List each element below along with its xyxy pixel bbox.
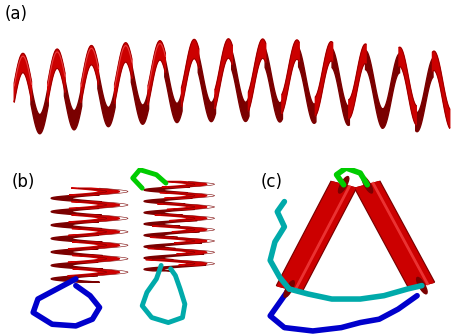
Polygon shape (432, 51, 450, 128)
Polygon shape (64, 77, 82, 130)
Polygon shape (51, 276, 100, 282)
Polygon shape (68, 242, 119, 249)
Polygon shape (349, 44, 366, 119)
Polygon shape (215, 39, 232, 109)
Polygon shape (144, 232, 200, 237)
Polygon shape (144, 198, 192, 204)
Polygon shape (69, 202, 119, 208)
Polygon shape (115, 43, 132, 103)
Polygon shape (160, 193, 207, 198)
Polygon shape (157, 204, 207, 209)
Polygon shape (31, 85, 48, 134)
Polygon shape (332, 48, 349, 125)
Polygon shape (51, 195, 101, 202)
Polygon shape (69, 188, 119, 195)
Polygon shape (365, 50, 383, 128)
Polygon shape (162, 181, 207, 187)
Polygon shape (144, 187, 190, 193)
Polygon shape (51, 262, 103, 269)
Polygon shape (232, 50, 249, 122)
Polygon shape (198, 53, 216, 122)
Polygon shape (276, 181, 356, 292)
Polygon shape (144, 254, 204, 260)
Ellipse shape (362, 177, 373, 193)
Polygon shape (144, 209, 195, 215)
Polygon shape (399, 47, 416, 125)
Polygon shape (68, 255, 119, 262)
Polygon shape (148, 248, 207, 254)
Ellipse shape (284, 281, 294, 297)
Polygon shape (69, 215, 119, 222)
Polygon shape (248, 39, 266, 111)
Polygon shape (131, 63, 149, 124)
Polygon shape (315, 42, 333, 116)
Polygon shape (51, 235, 102, 242)
Polygon shape (148, 41, 165, 105)
Polygon shape (144, 220, 197, 226)
Polygon shape (182, 39, 199, 107)
Polygon shape (416, 58, 433, 132)
Polygon shape (51, 208, 102, 215)
Text: (a): (a) (5, 5, 28, 23)
Polygon shape (150, 237, 207, 243)
Polygon shape (98, 70, 115, 127)
Polygon shape (51, 222, 102, 229)
Polygon shape (152, 226, 207, 232)
Polygon shape (68, 269, 119, 276)
Polygon shape (48, 49, 65, 102)
Polygon shape (146, 260, 207, 265)
Ellipse shape (338, 177, 349, 193)
Polygon shape (382, 54, 400, 128)
Polygon shape (155, 215, 207, 221)
Polygon shape (265, 48, 283, 122)
Polygon shape (299, 48, 316, 123)
Polygon shape (278, 182, 355, 292)
Text: (c): (c) (261, 173, 283, 191)
Polygon shape (81, 46, 99, 102)
Polygon shape (165, 58, 182, 123)
Polygon shape (14, 53, 31, 102)
Polygon shape (356, 182, 433, 289)
Polygon shape (144, 265, 206, 271)
Text: (b): (b) (12, 173, 35, 191)
Polygon shape (355, 181, 435, 289)
Polygon shape (144, 243, 202, 249)
Ellipse shape (417, 278, 427, 294)
Polygon shape (282, 40, 299, 114)
Polygon shape (51, 249, 102, 256)
Polygon shape (68, 228, 119, 236)
